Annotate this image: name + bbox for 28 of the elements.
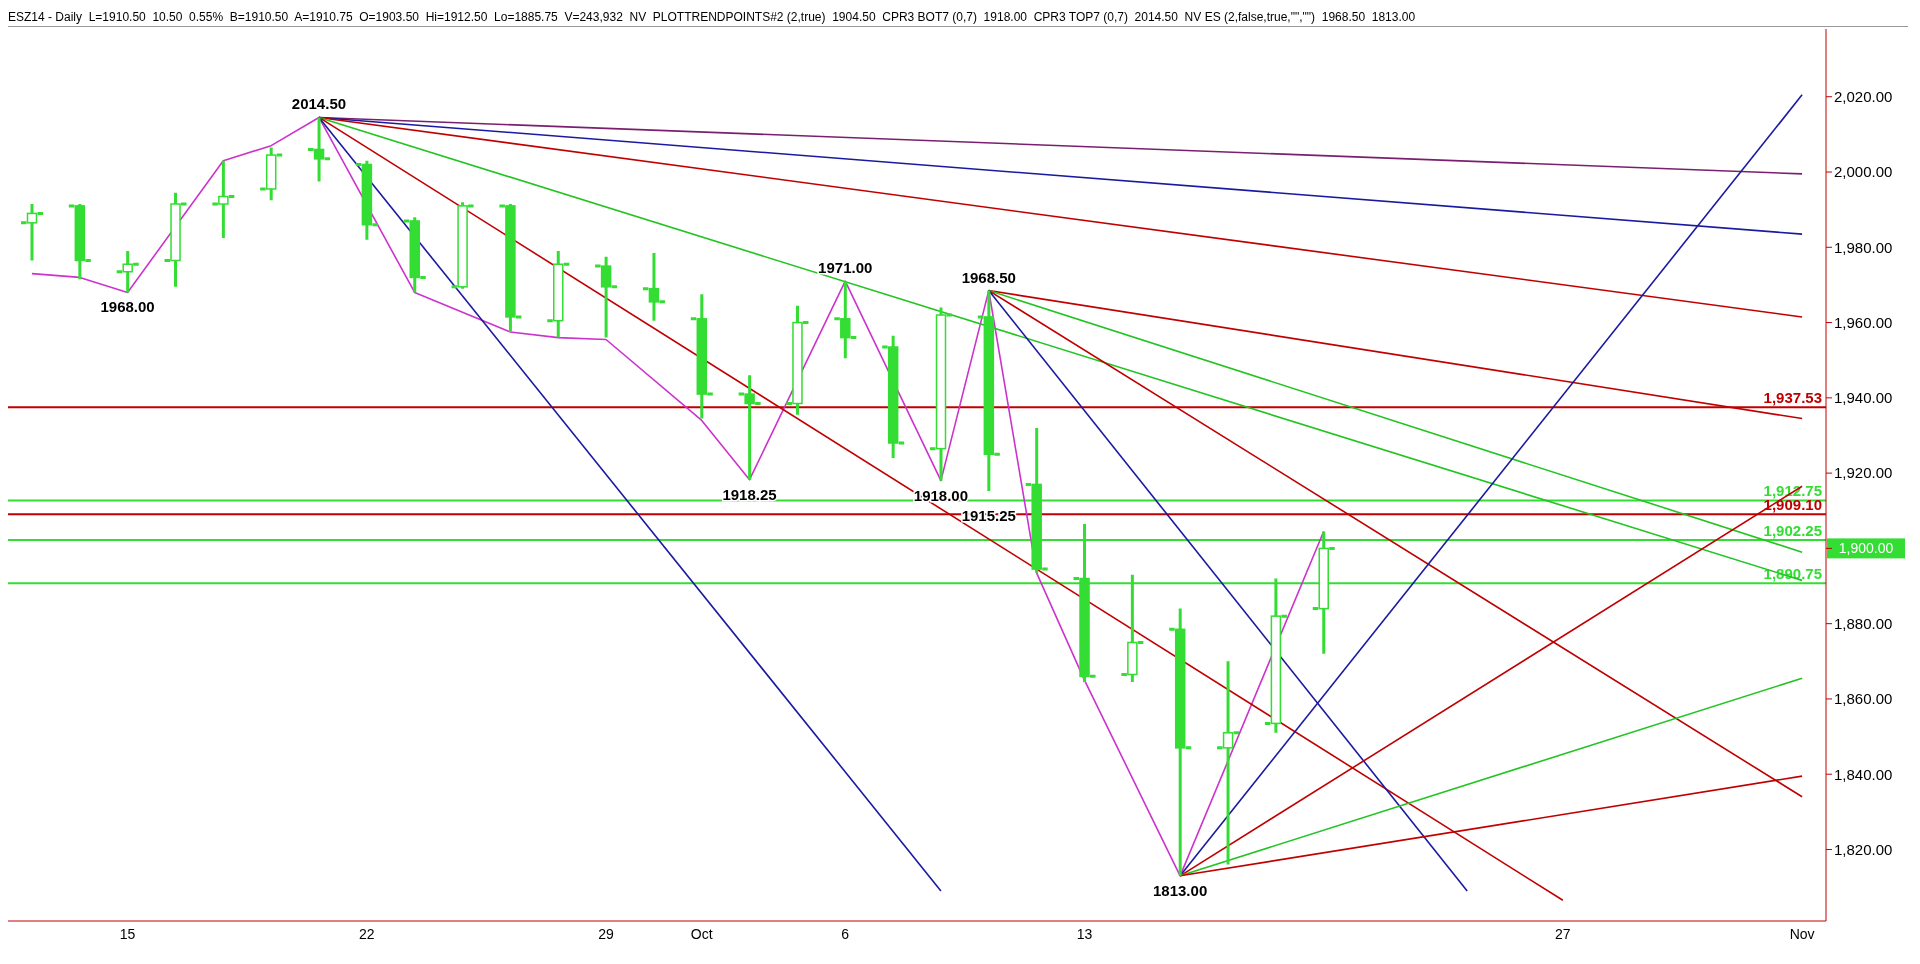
ref-line-label: 1,902.25: [1763, 521, 1822, 539]
y-tick-label: 1,880.00: [1834, 614, 1893, 632]
x-tick-label: 29: [598, 925, 615, 942]
chart-title: ESZ14 - Daily L=1910.50 10.50 0.55% B=1910.50 A=1910.75 O=1903.50 Hi=1912.50 Lo=1885.75 V=243,932 NV PLOTTRENDPOINTS#2 (2,true) 1904.50 CPR3 BOT7 (0,7) 1918.00 CPR3 TOP7 (0,7) 2014.50 NV ES (2,false,true,"","") 1968.50 1813.00: [8, 10, 1416, 24]
y-tick-label: 1,920.00: [1834, 464, 1893, 482]
x-tick-label: 22: [359, 925, 375, 942]
data-label: 2014.50: [291, 95, 347, 113]
y-tick-label: 1,860.00: [1834, 690, 1893, 708]
text: 1,900.00: [1838, 540, 1894, 557]
y-tick-label: 1,840.00: [1834, 765, 1893, 783]
x-tick-label: Nov: [1789, 925, 1815, 942]
x-tick-label: 15: [119, 925, 136, 942]
y-tick-label: 2,020.00: [1834, 88, 1893, 106]
y-tick-label: 1,960.00: [1834, 313, 1893, 331]
ref-line-label: 1,937.53: [1763, 389, 1822, 407]
data-label: 1968.50: [961, 268, 1016, 286]
data-label: 1968.00: [100, 298, 155, 316]
y-tick-label: 1,980.00: [1834, 238, 1893, 256]
data-label: 1813.00: [1153, 881, 1208, 899]
x-tick-label: 27: [1555, 925, 1571, 942]
y-tick-label: 1,940.00: [1834, 389, 1893, 407]
y-tick-label: 2,000.00: [1834, 163, 1893, 181]
x-tick-label: Oct: [690, 925, 713, 942]
x-tick-label: 6: [841, 925, 850, 942]
y-tick-label: 1,820.00: [1834, 840, 1893, 858]
data-label: 1971.00: [818, 259, 873, 277]
data-label: 1918.25: [722, 485, 777, 503]
x-tick-label: 13: [1076, 925, 1093, 942]
